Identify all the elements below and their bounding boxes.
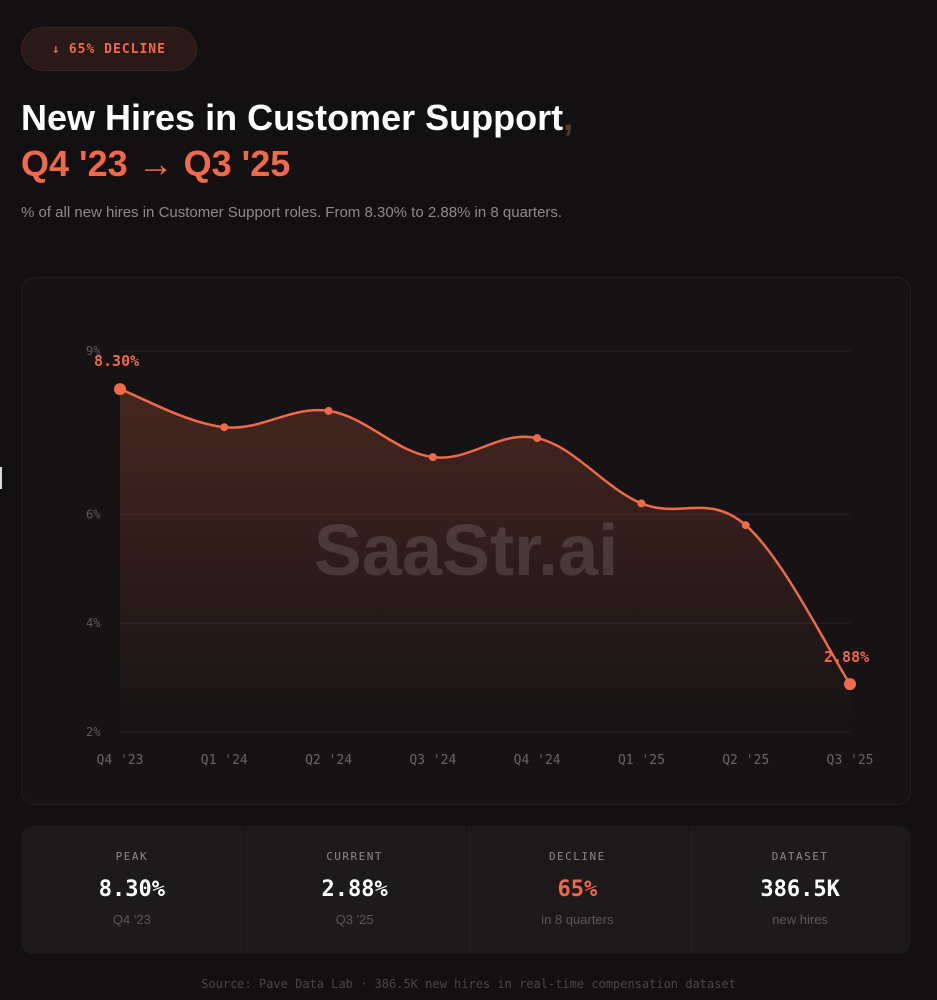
y-tick-label: 2% [86,725,101,739]
x-tick-label: Q1 '25 [618,753,665,768]
stat-current: CURRENT 2.88% Q3 '25 [244,826,467,954]
stat-sub: Q4 '23 [112,912,151,927]
stat-value: 65% [557,877,598,902]
title-comma: , [563,97,574,138]
data-point [220,423,229,432]
stat-value: 8.30% [98,877,165,902]
decline-badge-label: 65% DECLINE [68,41,166,57]
data-point [844,678,856,691]
stats-panel: PEAK 8.30% Q4 '23 CURRENT 2.88% Q3 '25 D… [21,826,911,954]
x-tick-label: Q1 '24 [201,753,248,768]
down-arrow-icon: ↓ [52,41,61,57]
data-label: 2.88% [824,648,869,666]
x-tick-label: Q4 '23 [97,753,144,768]
x-tick-label: Q3 '24 [409,753,456,768]
title-line1: New Hires in Customer Support [21,97,564,138]
data-point [533,434,542,443]
x-tick-label: Q2 '24 [305,753,352,768]
stat-value: 386.5K [760,877,840,902]
x-tick-label: Q2 '25 [722,753,769,768]
page-subtitle: % of all new hires in Customer Support r… [21,204,563,221]
stat-sub: Q3 '25 [335,912,374,927]
page-title: New Hires in Customer Support, Q4 '23 → … [21,95,573,187]
decline-badge: ↓ 65% DECLINE [21,27,197,71]
stat-peak: PEAK 8.30% Q4 '23 [21,826,244,954]
data-point [741,521,750,530]
title-line2: Q4 '23 → Q3 '25 [21,143,291,184]
stat-value: 2.88% [321,877,388,902]
stat-label: DECLINE [548,850,606,863]
y-tick-label: 4% [86,616,101,630]
x-tick-label: Q3 '25 [827,753,874,768]
series-area [120,389,850,732]
stat-dataset: DATASET 386.5K new hires [689,826,911,954]
scroll-handle[interactable] [0,467,2,489]
y-tick-label: 6% [86,507,101,521]
stat-label: CURRENT [326,850,384,863]
data-point [428,453,437,462]
line-chart: 9% 6% 4% 2% 8.30% 2.88% Q4 '23 Q1 '24 Q2 '24 Q3 '… [86,344,874,768]
data-point [324,406,333,415]
stat-label: PEAK [115,850,149,863]
data-label: 8.30% [94,352,139,370]
source-footnote: Source: Pave Data Lab · 386.5K new hires… [201,977,736,991]
stat-decline: DECLINE 65% in 8 quarters [467,826,690,954]
y-tick-label: 9% [86,344,101,358]
stat-label: DATASET [771,850,829,863]
x-tick-label: Q4 '24 [514,753,561,768]
stat-sub: new hires [772,912,828,927]
chart-card: 9% 6% 4% 2% 8.30% 2.88% Q4 '23 Q1 '24 Q2 '24 Q3 '… [21,277,911,805]
data-point [637,499,646,508]
data-point [114,383,126,396]
stat-sub: in 8 quarters [541,912,614,927]
